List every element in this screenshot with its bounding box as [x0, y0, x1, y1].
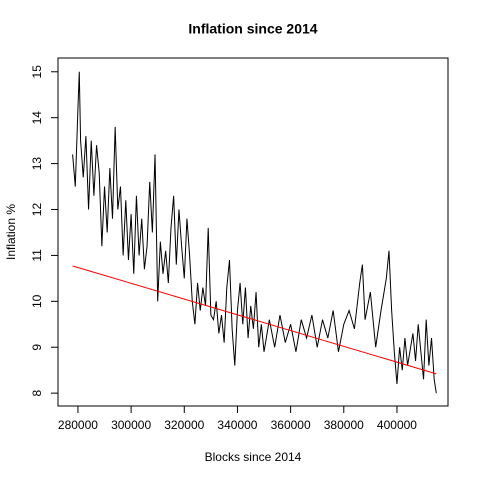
y-tick-label: 11 [30, 249, 44, 262]
x-tick-label: 360000 [271, 418, 311, 432]
y-tick-label: 12 [30, 203, 44, 217]
y-tick-label: 9 [30, 344, 44, 351]
x-tick-label: 300000 [111, 418, 151, 432]
y-tick-label: 8 [30, 389, 44, 396]
x-tick-label: 280000 [58, 418, 98, 432]
y-tick-label: 13 [30, 157, 44, 171]
x-axis-label: Blocks since 2014 [205, 450, 302, 464]
x-tick-label: 320000 [164, 418, 204, 432]
series-line [72, 71, 437, 394]
y-tick-label: 15 [30, 65, 44, 79]
y-axis-label: Inflation % [4, 204, 18, 260]
series-line [72, 265, 437, 375]
y-tick-label: 10 [30, 294, 44, 308]
plot-box [57, 57, 449, 407]
x-tick-label: 380000 [324, 418, 364, 432]
chart-title: Inflation since 2014 [188, 21, 317, 37]
x-tick-label: 400000 [377, 418, 417, 432]
y-tick-label: 14 [30, 111, 44, 125]
x-tick-label: 340000 [217, 418, 257, 432]
